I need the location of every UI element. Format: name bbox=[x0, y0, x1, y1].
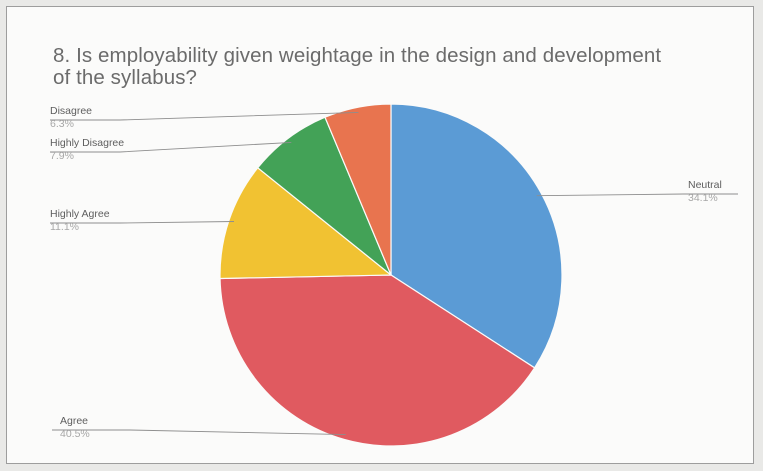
slice-label-disagree: Disagree bbox=[50, 105, 92, 117]
leader-line-agree bbox=[52, 429, 346, 436]
pie-slice-disagree bbox=[324, 103, 392, 276]
slice-label-highly-disagree: Highly Disagree bbox=[50, 137, 124, 149]
pie-slice-highly-agree bbox=[219, 166, 393, 280]
slice-label-agree: Agree bbox=[60, 415, 88, 427]
slice-percent-disagree: 6.3% bbox=[50, 118, 74, 130]
slice-percent-highly-agree: 11.1% bbox=[50, 221, 79, 233]
slice-percent-highly-disagree: 7.9% bbox=[50, 150, 74, 162]
pie-slice-agree bbox=[219, 274, 536, 447]
leader-line-neutral bbox=[536, 193, 738, 197]
chart-title: 8. Is employability given weightage in t… bbox=[53, 44, 662, 89]
slice-percent-neutral: 34.1% bbox=[688, 192, 718, 204]
pie-slice-neutral bbox=[390, 103, 563, 369]
leader-line-highly-agree bbox=[50, 221, 235, 224]
slice-label-neutral: Neutral bbox=[688, 179, 722, 191]
slice-percent-agree: 40.5% bbox=[60, 428, 90, 440]
leader-line-disagree bbox=[50, 111, 359, 121]
leader-line-highly-disagree bbox=[50, 141, 292, 153]
slice-label-highly-agree: Highly Agree bbox=[50, 208, 110, 220]
